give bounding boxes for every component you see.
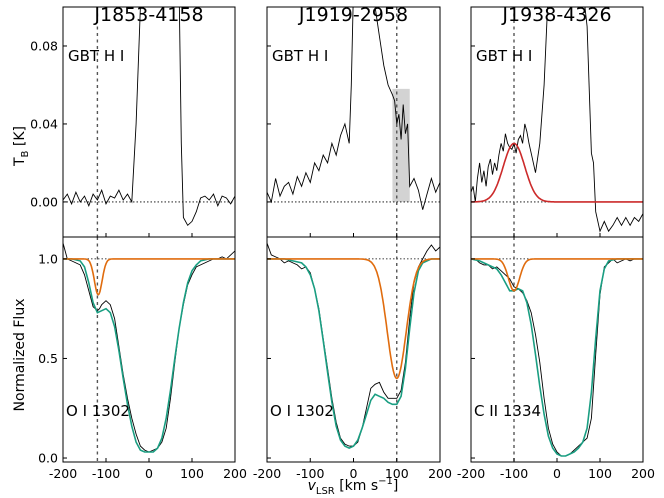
absorption-spectrum-line	[63, 242, 235, 453]
absorption-axes-frame	[266, 236, 441, 463]
absorption-plot-area	[267, 237, 440, 462]
x-tick-label: -100	[296, 466, 324, 481]
hi-plot-area	[267, 7, 440, 237]
absorption-spectrum-line	[471, 258, 643, 457]
y-tick-label: 0.00	[30, 194, 58, 209]
x-tick-label: 100	[180, 466, 204, 481]
x-tick-label: -200	[49, 466, 77, 481]
hi-spectrum-line	[471, 7, 643, 233]
x-tick-label: 200	[631, 466, 655, 481]
hi-plot-area	[471, 7, 643, 237]
x-tick-label: -100	[500, 466, 528, 481]
total-fit-line	[63, 258, 235, 453]
x-tick-label: 0	[553, 466, 561, 481]
x-tick-label: 0	[350, 466, 358, 481]
ion-label: O I 1302	[270, 402, 334, 420]
absorption-plot-area	[63, 237, 235, 462]
y-axis-label-bottom: Normalized Flux	[12, 299, 28, 412]
hi-label: GBT H I	[68, 47, 124, 65]
x-tick-label: 100	[588, 466, 612, 481]
absorption-plot-area	[471, 237, 643, 462]
y-tick-label: 0.0	[38, 451, 58, 466]
hi-axes-frame	[62, 6, 236, 238]
absorption-axes-frame	[470, 236, 644, 463]
x-tick-label: -200	[253, 466, 281, 481]
hi-label: GBT H I	[272, 47, 328, 65]
hi-plot-area	[63, 7, 235, 237]
y-tick-label: 0.04	[30, 116, 58, 131]
component-fit-line	[63, 258, 235, 296]
x-tick-label: 0	[145, 466, 153, 481]
hi-spectrum-line	[63, 7, 235, 227]
hi-gaussian-fit-line	[471, 142, 643, 203]
x-tick-label: 200	[223, 466, 247, 481]
component-fit-line	[267, 258, 440, 380]
panel-J1853-4158: -200 -100 0 100 200 0.00 0.04 0.08 0.0 0.5 1.0 J185…	[30, 4, 247, 481]
ion-label: O I 1302	[66, 402, 130, 420]
ion-label: C II 1334	[474, 402, 541, 420]
hi-shaded-region	[392, 88, 410, 202]
y-tick-label: 1.0	[38, 251, 58, 266]
total-fit-line	[267, 258, 440, 449]
panel-title: J1938-4326	[501, 4, 611, 26]
x-tick-label: 100	[385, 466, 409, 481]
x-tick-label: 200	[428, 466, 452, 481]
y-tick-label: 0.5	[38, 351, 58, 366]
x-tick-label: -200	[457, 466, 485, 481]
hi-axes-frame	[266, 6, 441, 238]
panel-J1938-4326: -200 -100 0 100 200 J1938-4326 GBT H I C II 133…	[457, 4, 655, 481]
component-fit-line	[471, 258, 643, 292]
panel-title: J1919-2958	[298, 4, 408, 26]
absorption-axes-frame	[62, 236, 236, 463]
total-fit-line	[471, 258, 643, 457]
hi-label: GBT H I	[476, 47, 532, 65]
y-tick-label: 0.08	[30, 38, 58, 53]
x-axis-label: vLSR [km s−1]	[308, 476, 399, 497]
y-axis-label-top: TB [K]	[12, 126, 31, 167]
hi-spectrum-line	[267, 7, 440, 210]
panel-J1919-2958: -200 -100 0 100 200 J1919-2958 GBT H I O I 1302	[253, 4, 452, 481]
panel-title: J1853-4158	[93, 4, 203, 26]
x-tick-label: -100	[92, 466, 120, 481]
